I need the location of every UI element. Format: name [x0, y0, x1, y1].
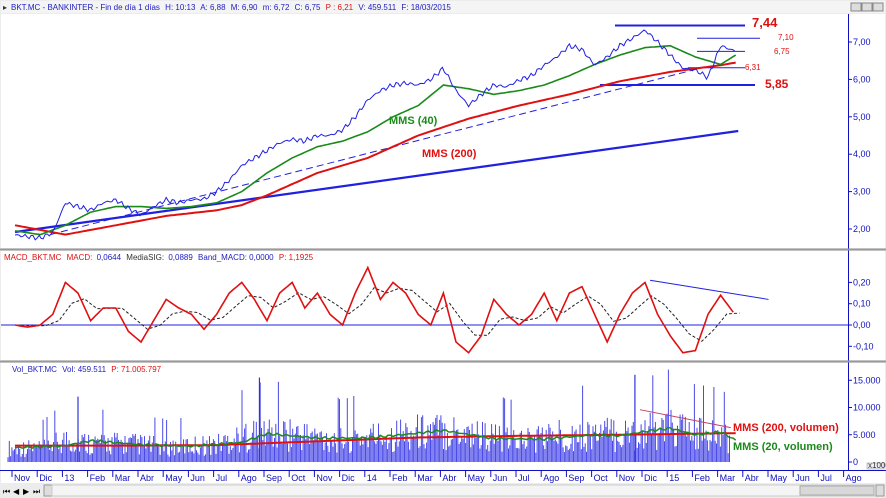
- x-tick-label: Ago: [241, 473, 257, 483]
- x-tick-label: Jun: [493, 473, 508, 483]
- volume-mms20-line: [14, 426, 737, 449]
- x-tick-label: May: [165, 473, 183, 483]
- price-y-tick-label: 4,00: [853, 149, 871, 159]
- x-tick-label: Mar: [115, 473, 131, 483]
- scrollbar-thumb[interactable]: [799, 485, 875, 496]
- next-icon[interactable]: ▶: [23, 487, 30, 496]
- macd-line: [14, 265, 734, 354]
- x-tick-label: Jul: [216, 473, 228, 483]
- close-button[interactable]: [872, 2, 884, 12]
- prev-icon[interactable]: ◀: [13, 487, 20, 496]
- x-tick-label: Mar: [720, 473, 736, 483]
- scroll-left-button[interactable]: [43, 484, 53, 497]
- minimize-button[interactable]: [850, 2, 862, 12]
- x-tick-label: Abr: [745, 473, 759, 483]
- price-y-tick-label: 7,00: [853, 37, 871, 47]
- price-y-tick-label: 3,00: [853, 187, 871, 197]
- navigation-bar: ⏮ ◀ ▶ ⏭: [0, 484, 886, 498]
- volume-trendline: [639, 409, 731, 429]
- volume-header: Vol_BKT.MC Vol: 459.511 P: 71.005.797: [12, 365, 162, 374]
- macd-chart: [1, 265, 848, 354]
- price-panel: [1, 14, 848, 248]
- volume-chart: [7, 369, 737, 462]
- volume-y-tick-label: 0: [853, 457, 858, 467]
- scale-badge: [866, 462, 885, 470]
- x-tick-label: Feb: [694, 473, 710, 483]
- vol-mms20-label: MMS (20, volumen): [733, 441, 833, 453]
- x-tick-label: 14: [367, 473, 377, 483]
- level-label-675: 6,75: [774, 47, 790, 56]
- x-tick-label: Oct: [291, 473, 306, 483]
- x-tick-label: Oct: [594, 473, 609, 483]
- window-controls: [850, 2, 884, 12]
- scroll-right-button[interactable]: [875, 484, 885, 497]
- x-tick-label: Jun: [795, 473, 810, 483]
- maximize-button[interactable]: [861, 2, 873, 12]
- price-line: [14, 29, 735, 241]
- horizontal-scrollbar[interactable]: [51, 484, 877, 497]
- volume-y-tick-label: 10.000: [853, 403, 881, 413]
- macd-y-tick-label: 0,20: [853, 277, 871, 287]
- x-axis: [1, 470, 885, 483]
- macd-signal-line: [21, 287, 740, 342]
- header-bar: [1, 1, 885, 13]
- price-y-tick-label: 6,00: [853, 74, 871, 84]
- x-tick-label: Dic: [644, 473, 657, 483]
- x-tick-label: Ago: [543, 473, 559, 483]
- level-label-585: 5,85: [765, 77, 789, 91]
- mms40-line: [14, 44, 737, 236]
- x-tick-label: Feb: [90, 473, 106, 483]
- x-tick-label: Dic: [39, 473, 52, 483]
- header-text: BKT.MC - BANKINTER - Fin de día 1 días H…: [11, 3, 451, 12]
- volume-y-axis: [849, 363, 885, 470]
- last-icon[interactable]: ⏭: [33, 487, 40, 496]
- level-label-631: 6,31: [745, 63, 761, 72]
- x-tick-label: Nov: [14, 473, 31, 483]
- x-tick-label: Ago: [846, 473, 862, 483]
- x-tick-label: Nov: [316, 473, 333, 483]
- volume-y-tick-label: 15.000: [853, 375, 881, 385]
- x-tick-label: 15: [669, 473, 679, 483]
- price-y-tick-label: 5,00: [853, 112, 871, 122]
- macd-y-tick-label: -0,10: [853, 341, 874, 351]
- macd-y-tick-label: 0,10: [853, 299, 871, 309]
- x-tick-label: Feb: [392, 473, 408, 483]
- scale-badge-text: x1000: [868, 461, 886, 470]
- price-chart: [14, 24, 760, 241]
- macd-y-axis: [849, 251, 885, 360]
- mms200-line: [14, 61, 736, 236]
- x-tick-label: Nov: [619, 473, 636, 483]
- x-tick-label: Dic: [342, 473, 355, 483]
- macd-header: MACD_BKT.MC MACD: 0,0644 MediaSIG: 0,088…: [4, 253, 314, 262]
- mms40-label: MMS (40): [389, 115, 438, 127]
- price-y-axis: [849, 14, 885, 248]
- x-tick-label: 13: [64, 473, 74, 483]
- level-label-744: 7,44: [752, 15, 778, 30]
- mms200-label: MMS (200): [422, 148, 477, 160]
- x-tick-label: May: [770, 473, 788, 483]
- dashed-trendline: [50, 67, 701, 236]
- x-tick-label: Abr: [442, 473, 456, 483]
- x-tick-label: May: [468, 473, 486, 483]
- macd-y-tick-label: 0,00: [853, 320, 871, 330]
- vol-mms200-label: MMS (200, volumen): [733, 422, 839, 434]
- expand-icon[interactable]: ▸: [3, 3, 7, 12]
- support-trendline: [14, 129, 739, 234]
- volume-y-tick-label: 5.000: [853, 430, 876, 440]
- axis-labels: 7,00 6,00 5,00 4,00 3,00 2,00 0,20 0,10 0,00 -0,1…: [11, 37, 881, 483]
- first-icon[interactable]: ⏮: [3, 487, 10, 496]
- x-tick-label: Jul: [820, 473, 832, 483]
- x-tick-label: Jun: [190, 473, 205, 483]
- x-tick-label: Abr: [140, 473, 154, 483]
- x-tick-label: Sep: [568, 473, 584, 483]
- x-tick-label: Sep: [266, 473, 282, 483]
- macd-panel: [1, 251, 848, 360]
- macd-trendline: [649, 279, 769, 300]
- x-tick-label: Jul: [518, 473, 530, 483]
- x-tick-label: Mar: [417, 473, 433, 483]
- level-label-710: 7,10: [778, 33, 794, 42]
- price-y-tick-label: 2,00: [853, 224, 871, 234]
